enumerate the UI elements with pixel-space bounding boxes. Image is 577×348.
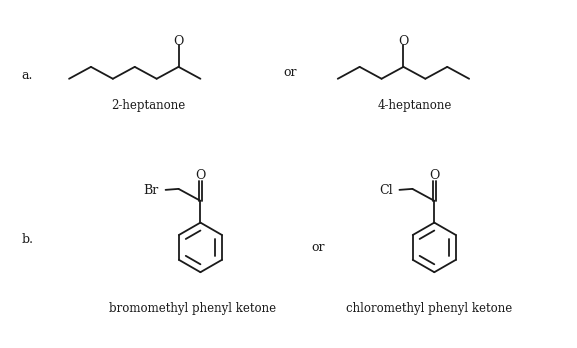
Text: Br: Br [143,184,159,197]
Text: chloromethyl phenyl ketone: chloromethyl phenyl ketone [346,302,512,315]
Text: 4-heptanone: 4-heptanone [377,99,452,112]
Text: O: O [429,169,440,182]
Text: O: O [398,34,409,48]
Text: O: O [173,34,183,48]
Text: O: O [195,169,205,182]
Text: or: or [311,241,325,254]
Text: b.: b. [21,233,33,246]
Text: a.: a. [21,69,33,82]
Text: Cl: Cl [379,184,392,197]
Text: or: or [283,66,297,79]
Text: 2-heptanone: 2-heptanone [111,99,186,112]
Text: bromomethyl phenyl ketone: bromomethyl phenyl ketone [109,302,276,315]
